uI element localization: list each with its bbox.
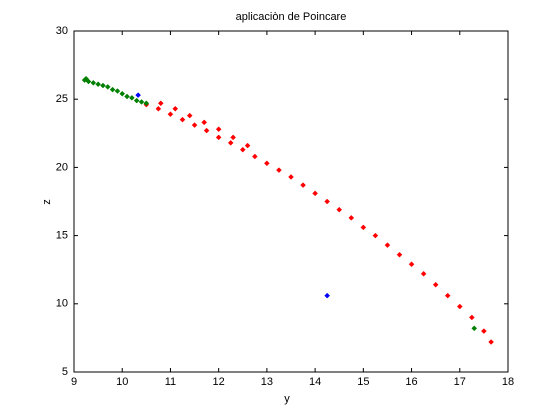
axes-box (73, 30, 509, 373)
y-tick-label: 10 (56, 298, 68, 310)
point (432, 281, 439, 288)
y-tick-label: 30 (56, 25, 68, 37)
x-tick-label: 11 (165, 376, 176, 388)
x-tick-label: 13 (261, 376, 273, 388)
point (135, 92, 141, 98)
point (264, 160, 270, 167)
point (444, 292, 451, 299)
x-axis-label: y (284, 393, 290, 405)
chart-title: aplicaciòn de Poincare (236, 11, 347, 23)
point (288, 174, 294, 180)
point (90, 79, 97, 86)
point (119, 90, 126, 97)
point (95, 81, 101, 88)
point (471, 325, 478, 332)
point (276, 167, 282, 173)
point (312, 190, 318, 197)
point (244, 142, 251, 149)
x-tick-label: 9 (71, 376, 77, 388)
x-tick-label: 16 (405, 376, 417, 388)
point (138, 99, 145, 105)
y-tick-label: 20 (56, 161, 68, 173)
x-tick-label: 14 (309, 376, 321, 388)
point (456, 303, 463, 310)
x-tick-label: 15 (357, 376, 369, 388)
point (227, 139, 234, 146)
point (157, 100, 164, 107)
point (155, 105, 162, 112)
point (172, 105, 179, 112)
x-tick-label: 17 (454, 376, 466, 388)
point (360, 224, 367, 231)
point (488, 339, 494, 345)
point (336, 206, 343, 213)
point (239, 146, 246, 153)
point (215, 134, 222, 141)
point (129, 94, 135, 101)
point (324, 198, 331, 205)
point (186, 112, 193, 119)
point (85, 78, 92, 85)
point (191, 122, 198, 128)
point (215, 126, 222, 133)
point (420, 270, 427, 277)
x-tick-label: 10 (116, 376, 128, 388)
y-tick-label: 5 (62, 366, 68, 378)
point (114, 88, 121, 94)
y-tick-label: 15 (56, 230, 68, 242)
x-tick-label: 12 (213, 376, 225, 388)
point (179, 116, 186, 123)
point (133, 97, 140, 104)
point (468, 314, 475, 321)
point (348, 215, 355, 221)
point (167, 111, 174, 118)
y-tick-label: 25 (56, 93, 68, 105)
point (251, 153, 258, 160)
point (100, 82, 106, 89)
point (230, 134, 236, 141)
point (203, 127, 210, 134)
y-axis-label: z (41, 199, 53, 205)
point (408, 261, 415, 268)
point (109, 86, 116, 93)
point (300, 182, 306, 188)
point (124, 93, 130, 100)
point (324, 292, 331, 299)
point (384, 242, 391, 249)
point (481, 328, 487, 334)
point (104, 84, 111, 90)
point (396, 251, 403, 258)
point (201, 119, 208, 126)
point (143, 100, 150, 107)
x-tick-label: 18 (502, 376, 514, 388)
point (372, 232, 379, 239)
